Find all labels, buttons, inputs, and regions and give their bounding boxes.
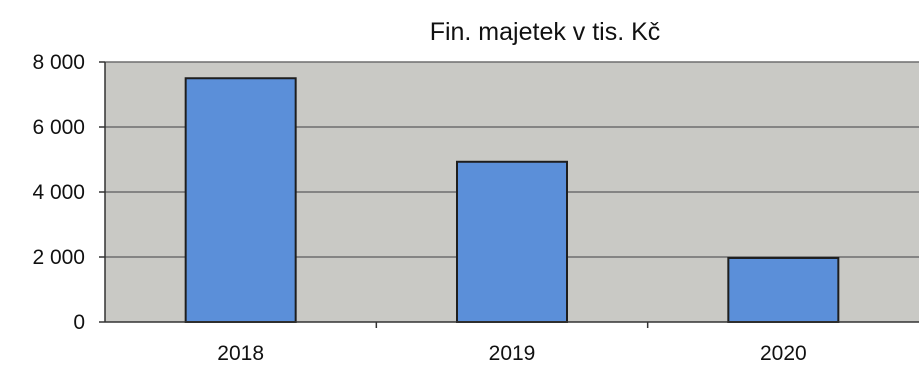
x-axis-ticks: 2018 2019 2020 (217, 322, 807, 365)
y-tick-label: 8 000 (32, 51, 85, 74)
bar-2019 (456, 160, 568, 323)
bar-2018 (184, 77, 297, 323)
x-tick-label: 2020 (760, 342, 807, 365)
y-tick-label: 2 000 (32, 246, 85, 269)
y-axis-ticks: 0 2 000 4 000 6 000 8 000 (32, 51, 105, 334)
x-tick-label: 2018 (217, 342, 264, 365)
y-tick-label: 4 000 (32, 181, 85, 204)
y-tick-label: 0 (73, 311, 85, 334)
bar-2020 (727, 256, 840, 324)
x-tick-label: 2019 (489, 342, 536, 365)
y-tick-label: 6 000 (32, 116, 85, 139)
chart-title: Fin. majetek v tis. Kč (430, 18, 661, 46)
